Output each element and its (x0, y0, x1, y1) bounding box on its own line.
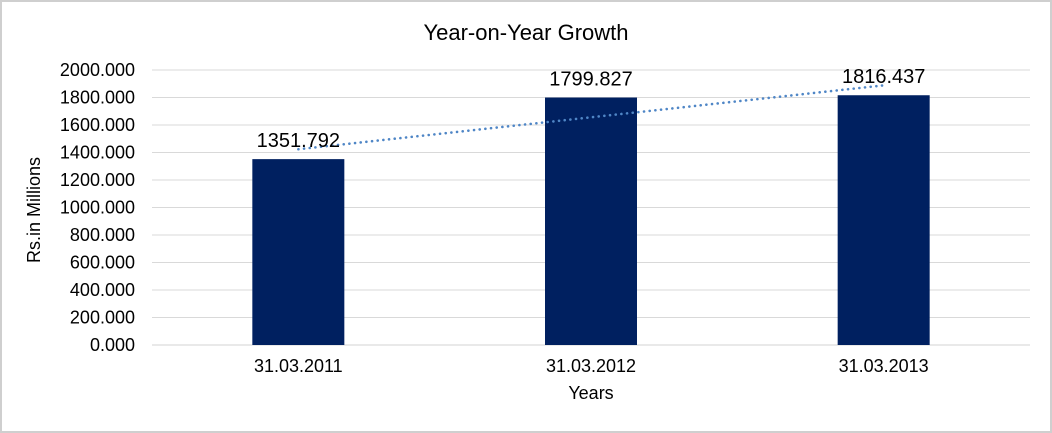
y-tick-label: 1200.000 (60, 170, 135, 190)
bars (252, 95, 930, 345)
data-label: 1816.437 (842, 66, 925, 88)
x-tick-label: 31.03.2011 (254, 356, 343, 376)
bar (837, 95, 930, 345)
y-tick-label: 0.000 (90, 335, 135, 355)
bar (252, 159, 345, 345)
data-label: 1351.792 (257, 130, 340, 152)
x-tick-label: 31.03.2013 (839, 356, 929, 376)
data-labels: 1351.792 1799.827 1816.437 (257, 66, 926, 152)
bar (545, 97, 637, 345)
y-tick-label: 600.000 (70, 253, 135, 273)
x-tick-labels: 31.03.2011 31.03.2012 31.03.2013 (254, 356, 929, 376)
y-tick-labels: 0.000 200.000 400.000 600.000 800.000 1000.00… (60, 60, 135, 355)
y-tick-label: 1000.000 (60, 198, 135, 218)
y-tick-label: 400.000 (70, 280, 135, 300)
trendline (297, 84, 885, 151)
y-tick-label: 200.000 (70, 308, 135, 328)
x-axis-title: Years (568, 383, 613, 403)
trendline-dotted (297, 84, 885, 151)
y-tick-label: 1400.000 (60, 143, 135, 163)
y-tick-label: 1800.000 (60, 88, 135, 108)
chart-title: Year-on-Year Growth (423, 20, 628, 45)
y-axis-title: Rs.in Millions (24, 157, 44, 263)
x-tick-label: 31.03.2012 (546, 356, 636, 376)
y-tick-label: 2000.000 (60, 60, 135, 80)
data-label: 1799.827 (549, 69, 632, 91)
y-tick-label: 1600.000 (60, 115, 135, 135)
y-tick-label: 800.000 (70, 225, 135, 245)
